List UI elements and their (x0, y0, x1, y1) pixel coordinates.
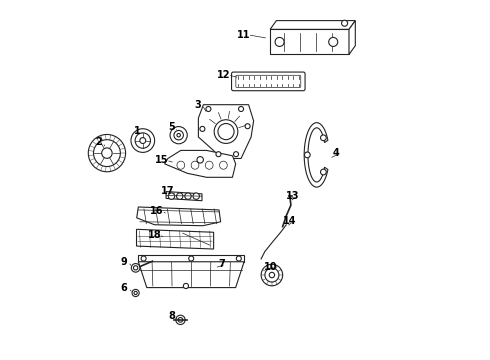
Text: 17: 17 (161, 186, 174, 197)
Text: 12: 12 (217, 70, 230, 80)
Circle shape (168, 193, 175, 199)
Text: 9: 9 (121, 257, 127, 267)
Circle shape (239, 107, 244, 112)
Ellipse shape (191, 161, 199, 169)
Circle shape (200, 126, 205, 131)
Polygon shape (198, 105, 254, 158)
Text: 5: 5 (168, 122, 175, 132)
Text: 10: 10 (265, 262, 278, 272)
Polygon shape (138, 262, 244, 288)
Circle shape (134, 291, 137, 294)
Circle shape (206, 107, 211, 112)
Text: 2: 2 (96, 138, 102, 147)
Circle shape (140, 138, 146, 144)
Circle shape (131, 129, 155, 152)
Text: 7: 7 (219, 259, 225, 269)
Circle shape (170, 127, 187, 144)
Circle shape (197, 157, 203, 163)
Circle shape (176, 193, 183, 199)
Circle shape (135, 133, 150, 148)
Circle shape (216, 152, 221, 157)
Circle shape (88, 134, 125, 172)
Circle shape (174, 130, 183, 140)
Text: 3: 3 (195, 100, 201, 110)
Text: 18: 18 (148, 230, 161, 239)
Circle shape (178, 318, 183, 322)
Polygon shape (165, 150, 236, 177)
Circle shape (131, 264, 140, 272)
Circle shape (265, 268, 279, 282)
Ellipse shape (177, 161, 185, 169)
Text: 16: 16 (150, 206, 164, 216)
Polygon shape (137, 229, 214, 249)
Ellipse shape (205, 161, 213, 169)
Polygon shape (137, 207, 220, 226)
Circle shape (141, 256, 146, 261)
Text: 4: 4 (333, 148, 340, 158)
Circle shape (102, 148, 112, 158)
Ellipse shape (220, 161, 227, 169)
Circle shape (133, 266, 138, 270)
Text: 14: 14 (283, 216, 296, 226)
Circle shape (234, 152, 239, 157)
Circle shape (236, 256, 241, 261)
Circle shape (218, 123, 234, 140)
Circle shape (329, 37, 338, 46)
FancyBboxPatch shape (236, 75, 301, 87)
Circle shape (342, 20, 347, 26)
Circle shape (185, 193, 191, 199)
Polygon shape (304, 123, 328, 187)
FancyBboxPatch shape (232, 72, 305, 91)
Text: 13: 13 (286, 191, 299, 201)
Circle shape (193, 193, 199, 199)
Text: 6: 6 (121, 283, 127, 293)
Text: 15: 15 (155, 155, 169, 165)
Polygon shape (138, 255, 244, 262)
Circle shape (261, 264, 283, 286)
Text: 8: 8 (169, 311, 175, 320)
Circle shape (189, 256, 194, 261)
Circle shape (177, 134, 180, 137)
Circle shape (269, 273, 274, 278)
Circle shape (183, 283, 189, 289)
Circle shape (132, 289, 139, 297)
Circle shape (245, 124, 250, 129)
Text: 11: 11 (237, 30, 250, 40)
Polygon shape (270, 30, 349, 54)
Circle shape (275, 37, 284, 46)
Text: 1: 1 (134, 126, 141, 135)
Circle shape (320, 135, 326, 141)
Circle shape (304, 152, 310, 158)
Polygon shape (270, 21, 355, 30)
Polygon shape (349, 21, 355, 54)
Circle shape (214, 120, 238, 143)
Polygon shape (166, 192, 202, 201)
Circle shape (94, 140, 121, 167)
Circle shape (320, 169, 326, 175)
Circle shape (176, 315, 185, 324)
